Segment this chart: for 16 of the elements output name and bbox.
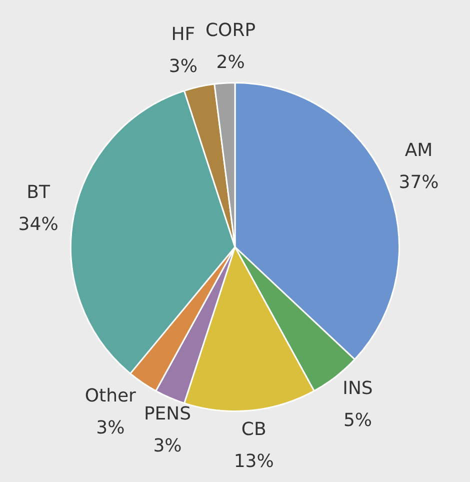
slice-label: INS <box>342 378 373 399</box>
slice-label: Other <box>84 385 137 406</box>
data-label: 37% <box>398 172 439 194</box>
data-label: 5% <box>343 410 372 431</box>
data-label: 3% <box>153 435 182 456</box>
data-label: 2% <box>216 52 245 73</box>
slice-label: CB <box>241 419 266 440</box>
data-label: 3% <box>96 417 125 438</box>
slice-label: HF <box>171 24 196 46</box>
slice-label: CORP <box>205 20 256 41</box>
data-label: 34% <box>18 214 58 236</box>
slice-label: PENS <box>144 403 192 424</box>
data-label: 13% <box>234 451 274 472</box>
data-label: 3% <box>168 56 198 78</box>
slice-label: AM <box>404 140 433 162</box>
slice-label: BT <box>26 182 51 204</box>
